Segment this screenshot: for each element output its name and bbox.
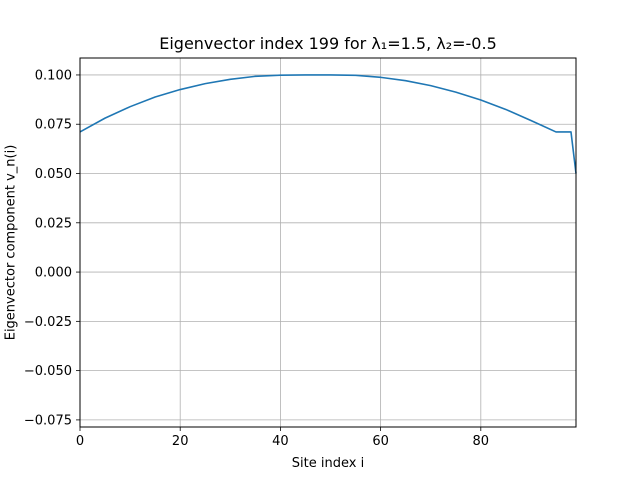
x-tick-label: 20 — [172, 434, 189, 449]
y-tick-label: 0.075 — [35, 118, 72, 133]
x-tick-label: 60 — [372, 434, 389, 449]
series-line — [79, 74, 577, 174]
chart-title: Eigenvector index 199 for λ₁=1.5, λ₂=-0.… — [159, 34, 497, 53]
y-tick-label: −0.075 — [24, 413, 72, 428]
y-tick-label: 0.050 — [35, 167, 72, 182]
y-tick-label: 0.100 — [35, 68, 72, 83]
series-layer — [79, 74, 577, 174]
x-tick-label: 40 — [272, 434, 289, 449]
plot-area-frame — [79, 57, 577, 428]
y-tick-label: 0.025 — [35, 216, 72, 231]
x-tick-label: 0 — [76, 434, 84, 449]
y-axis-title: Eigenvector component v_n(i) — [4, 145, 19, 341]
y-tick-label: −0.050 — [24, 364, 72, 379]
y-tick-label: 0.000 — [35, 266, 72, 281]
ticks: 0 20 40 60 80 0.100 0.075 0.050 0.025 0.000 −0.025… — [24, 68, 489, 449]
y-tick-label: −0.025 — [24, 315, 72, 330]
x-axis-title: Site index i — [292, 456, 364, 471]
x-tick-label: 80 — [473, 434, 490, 449]
